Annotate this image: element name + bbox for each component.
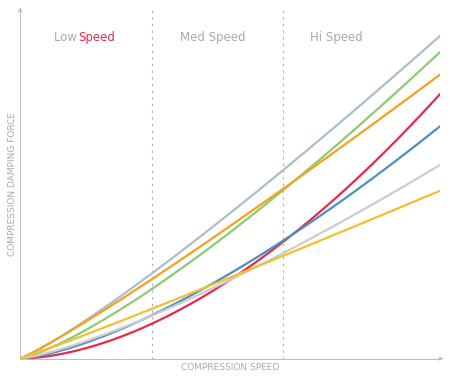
Text: Hi Speed: Hi Speed xyxy=(310,31,363,44)
Y-axis label: COMPRESSION DAMPING FORCE: COMPRESSION DAMPING FORCE xyxy=(8,112,17,256)
Text: Low: Low xyxy=(54,31,80,44)
X-axis label: COMPRESSION SPEED: COMPRESSION SPEED xyxy=(181,363,279,372)
Text: Speed: Speed xyxy=(78,31,115,44)
Text: Med Speed: Med Speed xyxy=(180,31,245,44)
